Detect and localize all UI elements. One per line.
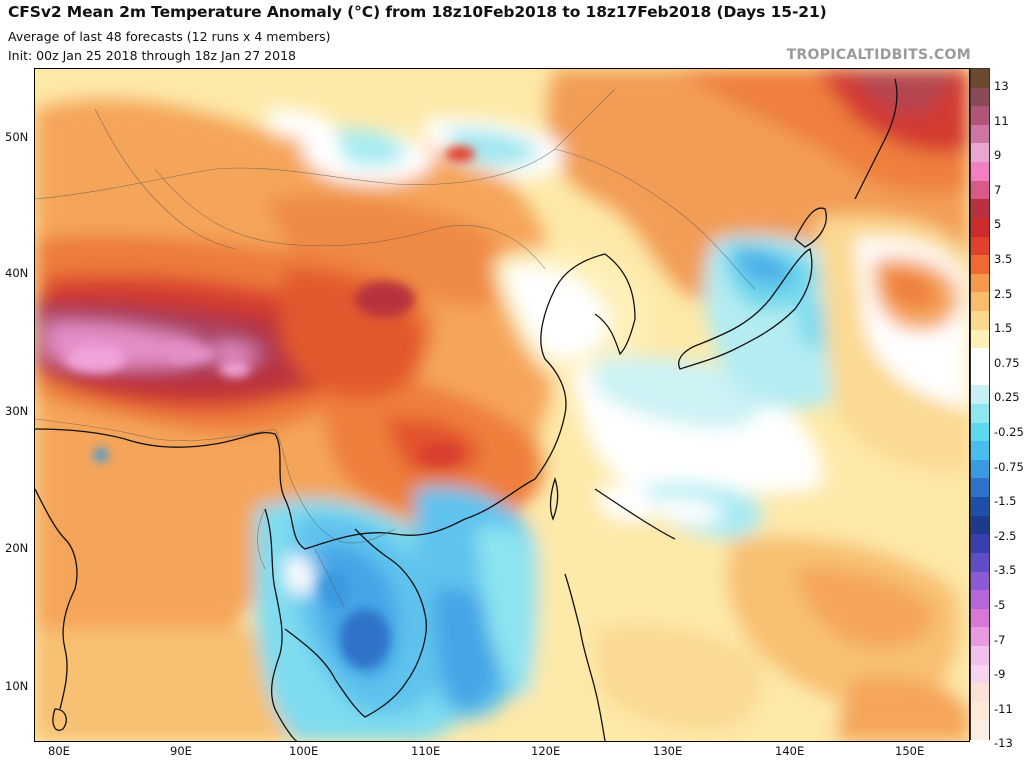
lon-label-80e: 80E	[48, 744, 70, 758]
colorbar-swatch	[971, 720, 989, 740]
colorbar-swatch	[971, 552, 989, 573]
political-borders	[35, 88, 756, 610]
colorbar-swatch	[971, 590, 989, 610]
colorbar-swatch	[971, 497, 989, 517]
colorbar-label: 1.5	[994, 321, 1013, 336]
colorbar-swatch	[971, 627, 989, 647]
lat-label-20n: 20N	[5, 541, 29, 555]
colorbar-label: -13	[994, 736, 1013, 751]
lat-label-10n: 10N	[5, 679, 29, 693]
colorbar-swatch	[971, 366, 989, 386]
colorbar-swatch	[971, 571, 989, 591]
colorbar-label: 2.5	[994, 286, 1013, 301]
anomaly-fills	[35, 69, 969, 741]
colorbar-label: -11	[994, 701, 1013, 716]
lat-label-40n: 40N	[5, 266, 29, 280]
colorbar-swatch	[971, 292, 989, 312]
colorbar-label: -5	[994, 598, 1006, 612]
colorbar-label: 5	[994, 217, 1002, 232]
colorbar-swatch	[971, 162, 989, 182]
colorbar-swatch	[971, 515, 989, 535]
colorbar-swatch	[971, 124, 989, 145]
init-time: Init: 00z Jan 25 2018 through 18z Jan 27…	[8, 48, 296, 63]
colorbar-swatch	[971, 459, 989, 480]
colorbar-swatch	[971, 255, 989, 275]
lon-label-140e: 140E	[775, 744, 805, 758]
colorbar-swatch	[971, 441, 989, 461]
colorbar-swatch	[971, 236, 989, 256]
colorbar-label: -1.5	[994, 494, 1017, 509]
colorbar-swatch	[971, 385, 989, 405]
lon-label-90e: 90E	[170, 744, 192, 758]
coastlines	[35, 78, 898, 741]
colorbar-label: -9	[994, 667, 1006, 682]
colorbar-label: 0.25	[994, 390, 1020, 405]
colorbar-label: -2.5	[994, 528, 1017, 543]
colorbar-swatch	[971, 310, 989, 331]
lat-label-30n: 30N	[5, 404, 29, 418]
colorbar-label: -7	[994, 632, 1006, 647]
colorbar-label: -3.5	[994, 563, 1017, 578]
colorbar-swatch	[971, 106, 989, 126]
colorbar-swatch	[971, 69, 989, 89]
colorbar-swatch	[971, 87, 989, 107]
colorbar-swatch	[971, 664, 989, 684]
colorbar-swatch	[971, 180, 989, 200]
colorbar-swatch	[971, 534, 989, 554]
lon-label-130e: 130E	[653, 744, 683, 758]
colorbar-swatch	[971, 199, 989, 219]
colorbar-label: -0.75	[994, 459, 1024, 474]
map-title: CFSv2 Mean 2m Temperature Anomaly (°C) f…	[8, 3, 827, 21]
colorbar-swatch	[971, 608, 989, 628]
colorbar-label: 7	[994, 182, 1002, 197]
colorbar-label: 3.5	[994, 252, 1013, 266]
colorbar-swatch	[971, 404, 989, 424]
colorbar-label: 13	[994, 79, 1009, 93]
colorbar-swatch	[971, 329, 989, 349]
map-subtitle: Average of last 48 forecasts (12 runs x …	[8, 29, 331, 44]
colorbar-swatch	[971, 217, 989, 238]
lon-label-120e: 120E	[531, 744, 561, 758]
colorbar-label: 9	[994, 148, 1002, 163]
colorbar-swatch	[971, 143, 989, 163]
colorbar-swatch	[971, 348, 989, 368]
lat-label-50n: 50N	[5, 130, 29, 144]
lon-label-150e: 150E	[895, 744, 925, 758]
colorbar-swatch	[971, 478, 989, 498]
colorbar-swatch	[971, 422, 989, 442]
lon-label-100e: 100E	[289, 744, 319, 758]
lon-label-110e: 110E	[411, 744, 441, 758]
colorbar-swatch	[971, 701, 989, 721]
anomaly-map-svg	[35, 69, 969, 741]
colorbar-label: 0.75	[994, 355, 1020, 370]
colorbar	[970, 68, 990, 740]
anomaly-detail	[65, 146, 475, 669]
anomaly-map	[34, 68, 970, 742]
colorbar-swatch	[971, 645, 989, 666]
colorbar-swatch	[971, 683, 989, 703]
colorbar-label: 11	[994, 113, 1009, 128]
colorbar-label: -0.25	[994, 425, 1024, 439]
watermark: TROPICALTIDBITS.COM	[786, 47, 971, 63]
colorbar-swatch	[971, 273, 989, 293]
